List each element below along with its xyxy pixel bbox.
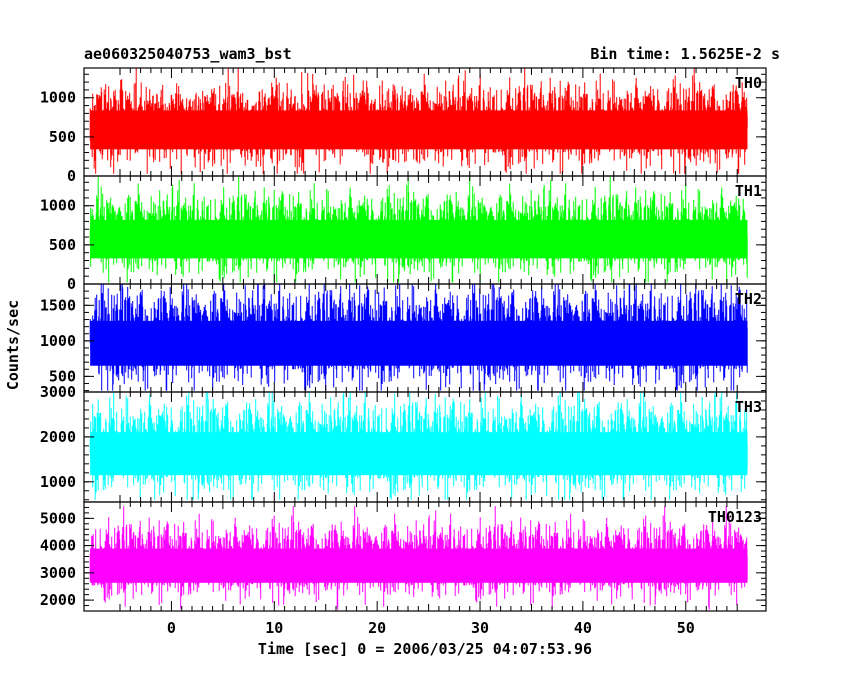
- x-tick-label: 50: [677, 619, 695, 637]
- y-tick-label: 1500: [40, 296, 76, 314]
- series-th2-core: [90, 320, 748, 366]
- series-label-th2: TH2: [735, 290, 762, 308]
- x-tick-label: 20: [368, 619, 386, 637]
- y-tick-label: 1000: [40, 332, 76, 350]
- x-tick-label: 30: [471, 619, 489, 637]
- y-tick-label: 500: [49, 128, 76, 146]
- bin-time-label: Bin time: 1.5625E-2 s: [590, 45, 780, 63]
- series-label-th1: TH1: [735, 182, 762, 200]
- y-tick-label: 1000: [40, 473, 76, 491]
- x-axis-label: Time [sec] 0 = 2006/03/25 04:07:53.96: [258, 640, 592, 658]
- y-tick-label: 0: [67, 167, 76, 185]
- y-tick-label: 1000: [40, 197, 76, 215]
- panel-th3: 1000 2000 3000 TH3: [40, 383, 767, 503]
- figure-title: ae060325040753_wam3_bst: [84, 45, 292, 63]
- y-tick-label: 3000: [40, 383, 76, 401]
- y-tick-label: 5000: [40, 509, 76, 527]
- y-tick-label: 2000: [40, 591, 76, 609]
- series-th0123-core: [90, 548, 748, 583]
- panel-th0123: 2000 3000 4000 5000 TH0123: [40, 501, 767, 612]
- y-tick-label: 1000: [40, 89, 76, 107]
- x-tick-label: 0: [167, 619, 176, 637]
- series-th0-core: [90, 110, 748, 150]
- panel-th2: 500 1000 1500 TH2: [40, 283, 767, 393]
- x-tick-label: 40: [574, 619, 592, 637]
- y-tick-label: 500: [49, 367, 76, 385]
- series-th1-core: [90, 219, 748, 259]
- y-tick-label: 2000: [40, 428, 76, 446]
- x-tick-label: 10: [265, 619, 283, 637]
- series-th3-core: [90, 432, 748, 476]
- y-tick-label: 4000: [40, 537, 76, 555]
- series-label-th3: TH3: [735, 398, 762, 416]
- y-tick-label: 500: [49, 236, 76, 254]
- panel-th0: 0 500 1000 TH0: [40, 67, 767, 185]
- y-axis-label: Counts/sec: [4, 300, 22, 390]
- y-tick-label: 3000: [40, 564, 76, 582]
- y-tick-label: 0: [67, 275, 76, 293]
- panel-th1: 0 500 1000 TH1: [40, 175, 767, 293]
- series-label-th0123: TH0123: [708, 508, 762, 526]
- series-label-th0: TH0: [735, 74, 762, 92]
